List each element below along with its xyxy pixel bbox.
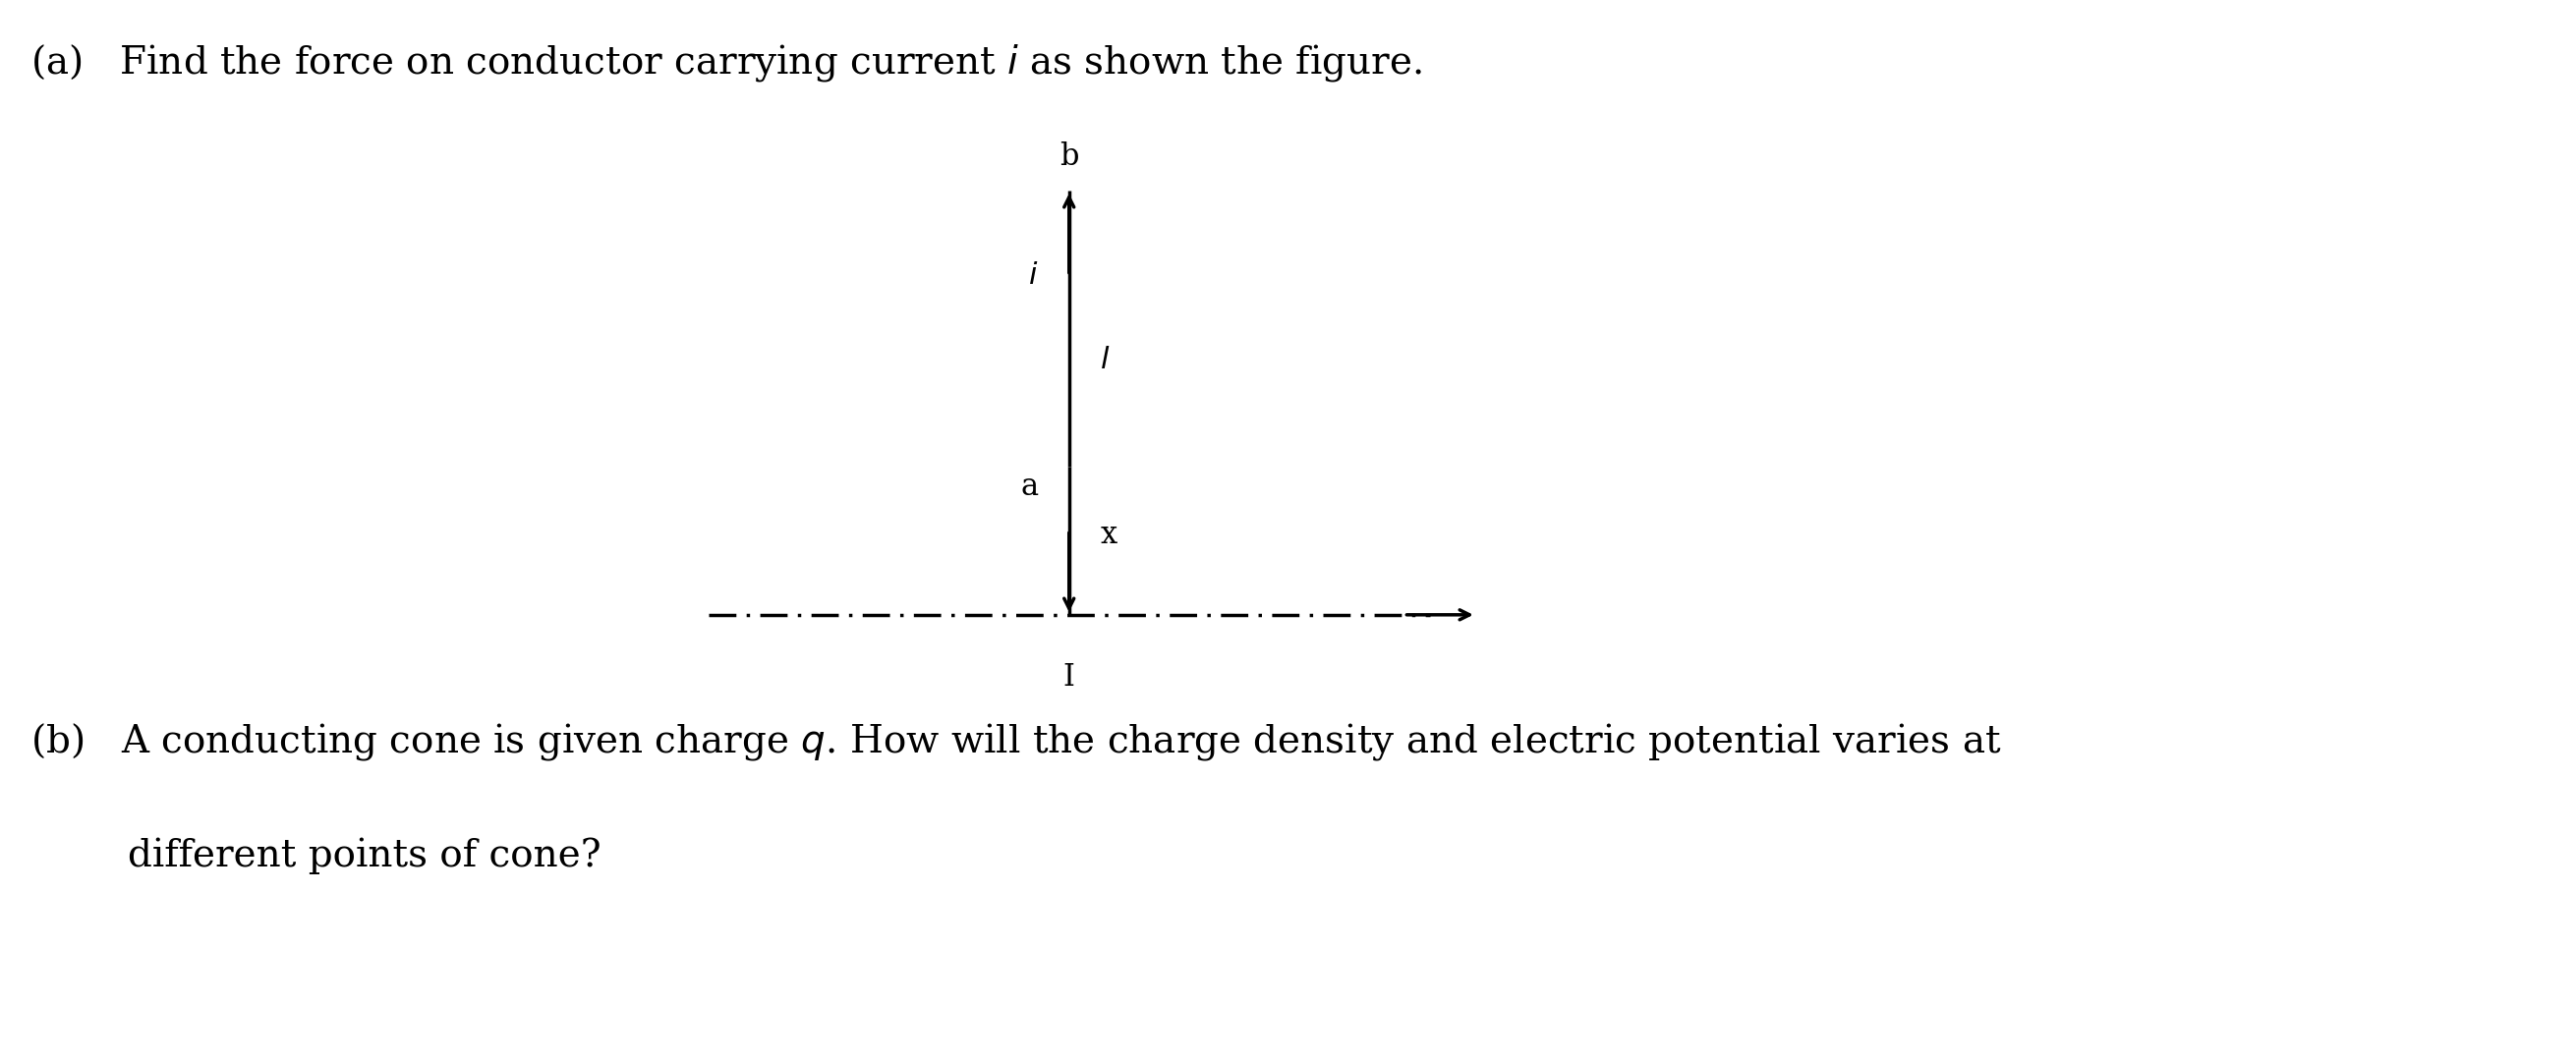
Text: different points of cone?: different points of cone? (31, 837, 603, 874)
Text: $i$: $i$ (1028, 261, 1038, 290)
Text: (b)   A conducting cone is given charge $q$. How will the charge density and ele: (b) A conducting cone is given charge $q… (31, 721, 2002, 762)
Text: $l$: $l$ (1100, 346, 1110, 375)
Text: x: x (1100, 520, 1118, 550)
Text: b: b (1059, 141, 1079, 172)
Text: I: I (1064, 662, 1074, 693)
Text: (a)   Find the force on conductor carrying current $i$ as shown the figure.: (a) Find the force on conductor carrying… (31, 42, 1422, 84)
Text: a: a (1020, 472, 1038, 502)
